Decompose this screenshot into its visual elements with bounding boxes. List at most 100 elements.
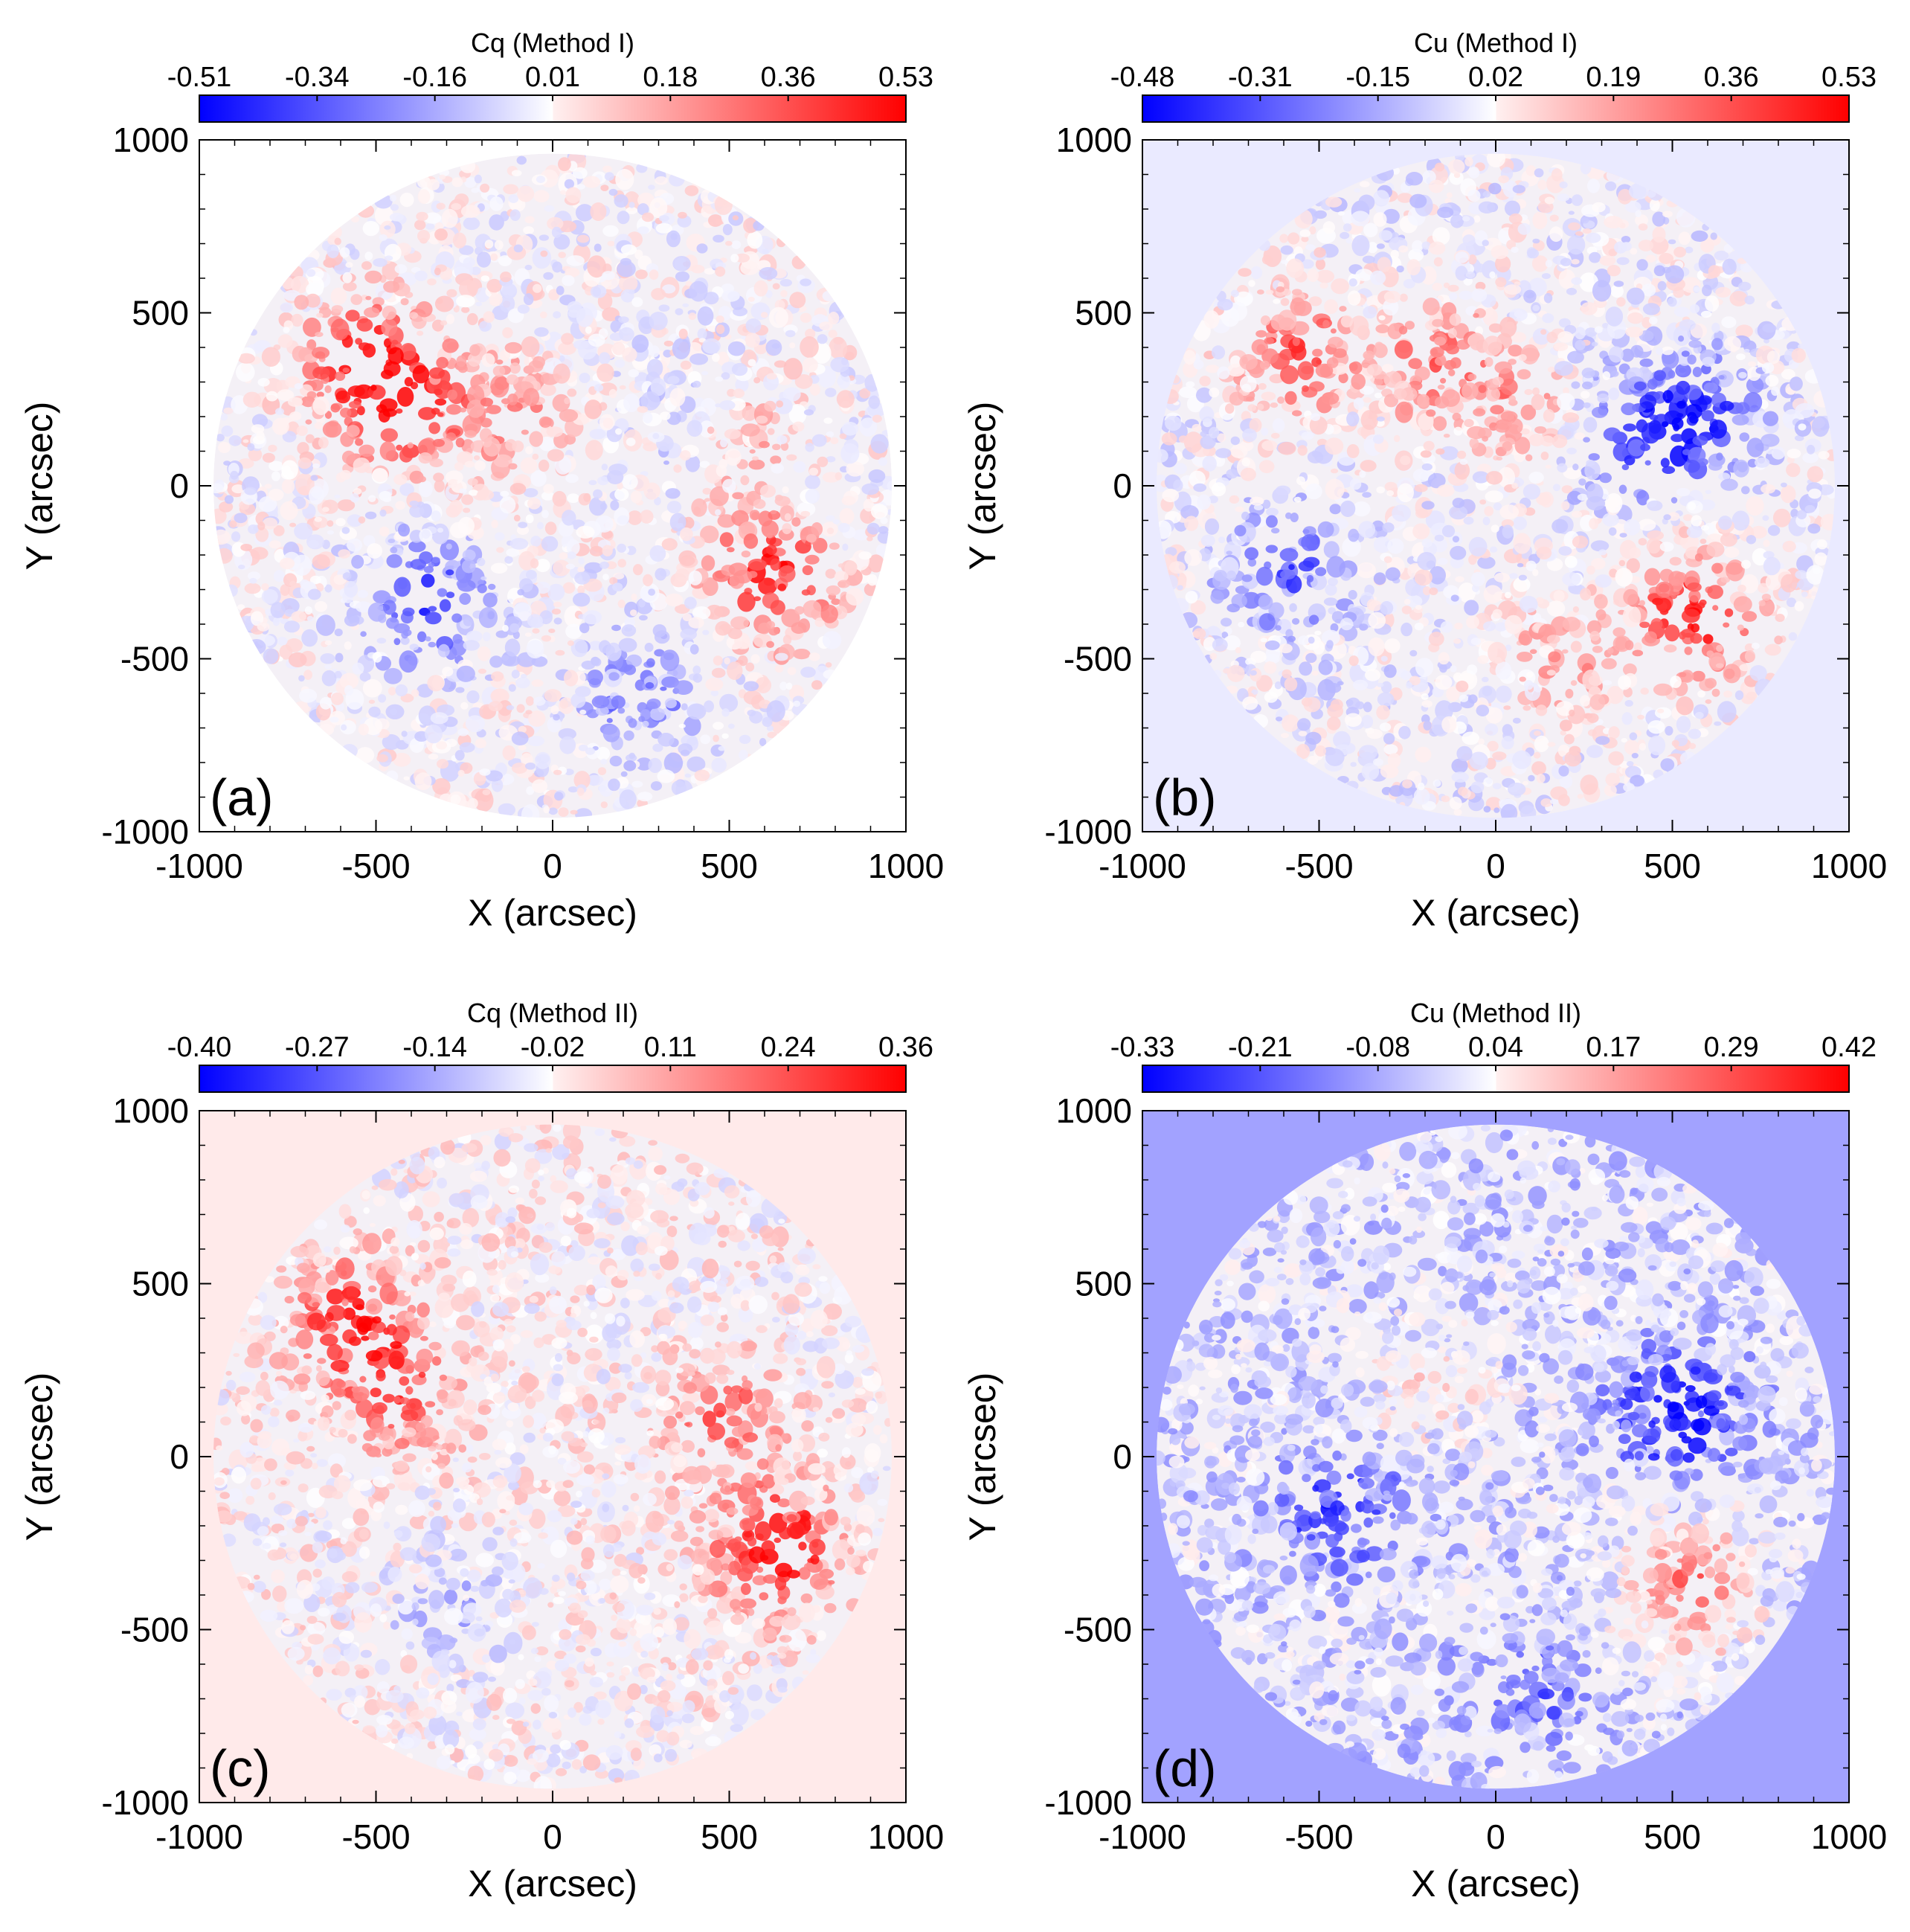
- speckle: [483, 632, 491, 641]
- speckle: [858, 551, 872, 560]
- speckle: [1763, 539, 1770, 548]
- speckle: [1517, 222, 1531, 235]
- speckle: [578, 744, 588, 751]
- speckle: [1441, 795, 1450, 803]
- speckle: [532, 247, 552, 269]
- speckle: [722, 478, 736, 493]
- speckle: [1566, 235, 1586, 255]
- speckle: [344, 685, 353, 696]
- speckle: [481, 353, 495, 368]
- speckle: [1277, 396, 1285, 404]
- speckle: [294, 383, 303, 390]
- speckle: [615, 428, 623, 435]
- speckle: [704, 292, 719, 305]
- speckle: [291, 611, 306, 623]
- speckle: [541, 510, 549, 519]
- speckle: [1240, 467, 1256, 481]
- speckle: [652, 743, 663, 752]
- speckle: [1432, 416, 1447, 431]
- speckle: [830, 437, 839, 445]
- speckle: [430, 712, 448, 725]
- speckle: [553, 234, 570, 250]
- speckle: [533, 283, 542, 293]
- panel-a: Cq (Method I)-0.51 -0.34 -0.16 0.01 0.18 0.36…: [19, 28, 944, 934]
- speckle: [602, 545, 613, 556]
- speckle: [791, 517, 801, 527]
- speckle: [826, 515, 835, 521]
- speckle: [298, 457, 312, 469]
- speckle: [680, 629, 697, 641]
- speckle: [606, 718, 613, 723]
- speckle: [1688, 501, 1697, 510]
- speckle: [731, 362, 748, 376]
- speckle: [524, 632, 532, 637]
- speckle: [842, 422, 859, 436]
- speckle: [766, 373, 777, 380]
- speckle: [837, 522, 850, 533]
- speckle: [720, 438, 728, 448]
- speckle: [442, 338, 459, 353]
- speckle: [355, 438, 364, 446]
- speckle: [393, 638, 401, 646]
- speckle: [1691, 515, 1702, 527]
- speckle: [1513, 533, 1531, 554]
- speckle: [270, 602, 286, 618]
- speckle: [1639, 394, 1657, 409]
- speckle: [747, 359, 756, 367]
- speckle: [1523, 289, 1537, 304]
- speckle: [414, 270, 428, 281]
- speckle: [716, 324, 725, 334]
- speckle: [479, 768, 491, 776]
- speckle: [814, 617, 825, 627]
- speckle: [1801, 591, 1808, 597]
- speckle: [451, 613, 463, 623]
- speckle: [585, 440, 603, 460]
- speckle: [1791, 347, 1806, 363]
- speckle: [478, 607, 498, 629]
- speckle: [346, 425, 360, 437]
- speckle: [1499, 504, 1520, 519]
- speckle: [775, 652, 788, 661]
- speckle: [1592, 646, 1603, 653]
- speckle: [388, 539, 396, 544]
- speckle: [314, 516, 322, 522]
- speckle: [619, 789, 637, 809]
- speckle: [530, 470, 547, 487]
- speckle: [465, 715, 485, 733]
- speckle: [1575, 327, 1586, 340]
- speckle: [299, 688, 318, 703]
- speckle: [1560, 501, 1570, 510]
- speckle: [417, 439, 436, 457]
- speckle: [509, 209, 521, 222]
- speckle: [521, 673, 527, 678]
- speckle: [809, 383, 820, 397]
- speckle: [298, 675, 305, 682]
- speckle: [759, 440, 770, 449]
- speckle: [710, 690, 719, 696]
- speckle: [547, 449, 565, 462]
- speckle: [434, 388, 443, 396]
- speckle: [689, 280, 708, 302]
- speckle: [643, 411, 653, 424]
- speckle: [705, 604, 724, 620]
- speckle: [367, 543, 382, 559]
- speckle: [309, 486, 324, 505]
- speckle: [1594, 594, 1608, 609]
- speckle: [1446, 192, 1453, 199]
- speckle: [1733, 596, 1752, 613]
- speckle: [608, 778, 620, 792]
- speckle: [1339, 306, 1347, 312]
- speckle: [504, 638, 521, 657]
- speckle: [1231, 289, 1239, 298]
- speckle: [1491, 524, 1499, 533]
- speckle: [1495, 685, 1512, 703]
- speckle: [1462, 731, 1480, 745]
- speckle: [273, 570, 286, 583]
- speckle: [275, 408, 284, 415]
- speckle: [330, 403, 341, 413]
- speckle: [665, 488, 681, 499]
- speckle: [1468, 554, 1477, 565]
- speckle: [1639, 600, 1645, 606]
- speckle: [427, 278, 437, 286]
- speckle: [221, 426, 234, 437]
